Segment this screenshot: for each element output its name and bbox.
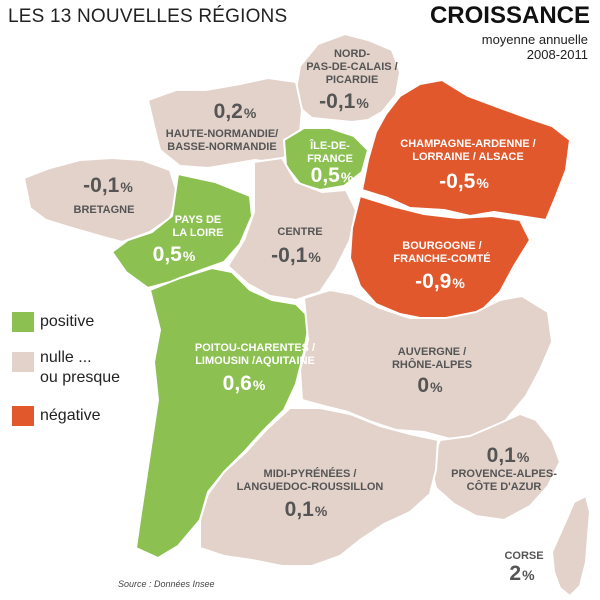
region-value-centre: -0,1% (271, 244, 321, 268)
value-number: -0,5 (439, 170, 476, 193)
legend-label-neutral-1: nulle ... (40, 349, 92, 366)
value-unit: % (314, 503, 328, 519)
value-number: -0,1 (83, 174, 120, 197)
region-value-nord: -0,1% (319, 90, 369, 114)
value-unit: % (452, 275, 465, 291)
region-value-bfc: -0,9% (415, 270, 465, 294)
region-name-line: PROVENCE-ALPES- (451, 468, 557, 480)
region-name-line: POITOU-CHARENTES / (194, 342, 316, 354)
region-name-line: BRETAGNE (73, 204, 135, 216)
region-name-line: CORSE (504, 550, 544, 562)
legend-swatch-negative (12, 406, 34, 426)
region-name-line: ÎLE-DE- (310, 140, 350, 152)
region-label-centre: CENTRE (277, 226, 322, 239)
region-value-est: -0,5% (439, 170, 489, 194)
region-name-line: PAS-DE-CALAIS / (306, 61, 398, 73)
region-name-line: FRANCE (307, 153, 353, 165)
region-name-line: RHÔNE-ALPES (391, 359, 473, 371)
region-value-normandie: 0,2% (214, 100, 257, 124)
region-label-bretagne: BRETAGNE (74, 204, 135, 217)
region-name-line: PAYS DE (174, 214, 222, 226)
region-paca[interactable] (429, 413, 561, 521)
region-label-pdl: PAYS DE LA LOIRE (173, 214, 224, 240)
map-title: LES 13 NOUVELLES RÉGIONS (8, 6, 288, 27)
region-bourgogne-franche-comte[interactable] (349, 195, 531, 321)
region-name-line: LA LOIRE (172, 227, 224, 239)
region-label-paca: PROVENCE-ALPES- CÔTE D'AZUR (451, 468, 557, 494)
region-name-line: CENTRE (277, 226, 323, 238)
region-label-normandie: HAUTE-NORMANDIE/ BASSE-NORMANDIE (166, 128, 278, 154)
region-name-line: BOURGOGNE / (402, 240, 482, 252)
region-grand-est[interactable] (361, 79, 571, 221)
value-unit: % (356, 95, 369, 111)
legend-swatch-neutral (12, 352, 34, 372)
region-name-line: PICARDIE (325, 74, 379, 86)
region-name-line: LANGUEDOC-ROUSSILLON (236, 481, 384, 493)
legend-label-positive: positive (40, 313, 95, 330)
region-label-ara: AUVERGNE / RHÔNE-ALPES (392, 346, 472, 372)
region-value-paca: 0,1% (487, 444, 530, 468)
source-note: Source : Données Insee (118, 579, 215, 589)
region-name-line: LIMOUSIN /AQUITAINE (195, 355, 315, 367)
value-number: 0,6 (222, 372, 252, 395)
value-unit: % (522, 567, 535, 583)
legend-label-neutral-2: ou presque (40, 369, 121, 386)
value-unit: % (430, 379, 443, 395)
region-value-bretagne: -0,1% (83, 174, 133, 198)
region-occitanie[interactable] (199, 407, 439, 567)
region-name-line: MIDI-PYRÉNÉES / (263, 468, 357, 480)
region-name-line: HAUTE-NORMANDIE/ (165, 128, 279, 140)
region-label-nord: NORD- PAS-DE-CALAIS / PICARDIE (306, 48, 397, 87)
value-unit: % (516, 449, 530, 465)
region-name-line: AUVERGNE / (397, 346, 467, 358)
region-centre[interactable] (227, 157, 357, 301)
value-number: 0 (417, 374, 430, 397)
value-number: 0,1 (486, 444, 516, 467)
legend-label-negative: négative (40, 407, 101, 424)
region-value-occitanie: 0,1% (285, 498, 328, 522)
region-label-sud-ouest: POITOU-CHARENTES / LIMOUSIN /AQUITAINE (195, 342, 315, 368)
subtitle-line-1: moyenne annuelle (481, 32, 588, 47)
region-name-line: LORRAINE / ALSACE (412, 151, 524, 163)
region-name-line: BASSE-NORMANDIE (167, 141, 277, 153)
value-unit: % (308, 249, 321, 265)
region-name-line: CHAMPAGNE-ARDENNE / (400, 138, 536, 150)
value-number: -0,9 (415, 270, 452, 293)
value-number: 0,1 (284, 498, 314, 521)
value-unit: % (340, 169, 354, 185)
value-unit: % (120, 179, 133, 195)
value-unit: % (182, 248, 196, 264)
region-value-pdl: 0,5% (153, 243, 196, 267)
value-number: 0,5 (152, 243, 182, 266)
region-corse[interactable] (551, 495, 591, 597)
legend-swatch-positive (12, 312, 34, 332)
region-ile-de-france[interactable] (283, 127, 369, 191)
region-label-bfc: BOURGOGNE / FRANCHE-COMTÉ (393, 240, 490, 266)
region-label-idf: ÎLE-DE- FRANCE (307, 140, 353, 166)
value-number: -0,1 (319, 90, 356, 113)
region-value-corse: 2% (509, 562, 534, 586)
subtitle-line-2: 2008-2011 (526, 47, 588, 62)
map-subject: CROISSANCE (429, 2, 590, 29)
value-unit: % (252, 377, 266, 393)
value-number: -0,1 (271, 244, 308, 267)
value-number: 0,5 (310, 164, 340, 187)
value-number: 0,2 (213, 100, 243, 123)
region-auvergne-rhone-alpes[interactable] (299, 289, 553, 441)
value-unit: % (476, 175, 489, 191)
region-name-line: FRANCHE-COMTÉ (393, 253, 491, 265)
region-label-occitanie: MIDI-PYRÉNÉES / LANGUEDOC-ROUSSILLON (237, 468, 384, 494)
region-label-corse: CORSE (504, 550, 543, 563)
region-name-line: NORD- (333, 48, 371, 60)
region-label-est: CHAMPAGNE-ARDENNE / LORRAINE / ALSACE (400, 138, 535, 164)
region-value-sud-ouest: 0,6% (223, 372, 266, 396)
value-number: 2 (509, 562, 522, 585)
value-unit: % (243, 105, 257, 121)
region-name-line: CÔTE D'AZUR (466, 481, 542, 493)
region-value-idf: 0,5% (311, 164, 354, 188)
region-value-ara: 0% (417, 374, 442, 398)
